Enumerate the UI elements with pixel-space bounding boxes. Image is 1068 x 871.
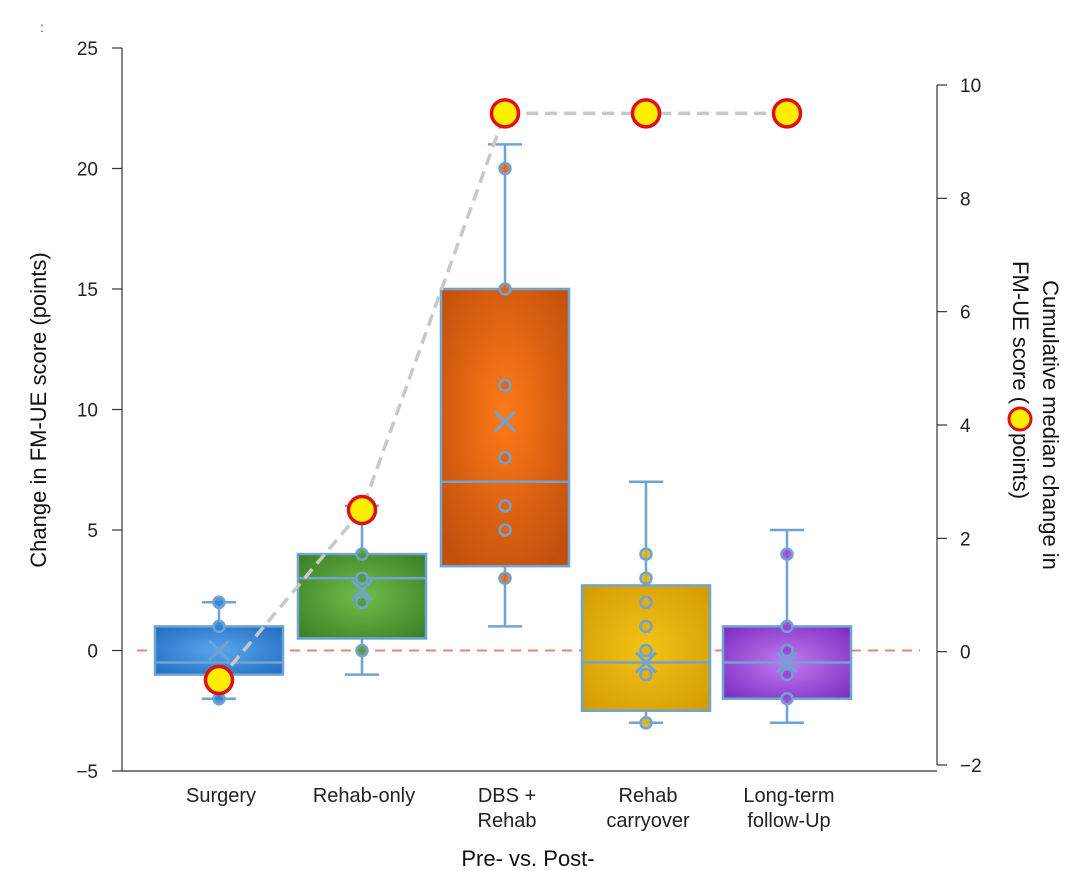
- data-point: [639, 643, 653, 658]
- box-5: [721, 528, 853, 725]
- data-point: [639, 667, 653, 682]
- y-axis-right-title-line2-end: points): [1008, 433, 1033, 499]
- left-tick-label: −5: [76, 762, 98, 783]
- data-point: [498, 378, 512, 393]
- left-tick-label: 25: [77, 39, 98, 60]
- data-point: [780, 619, 794, 634]
- data-point: [355, 547, 369, 561]
- cumulative-median-point: [489, 98, 521, 129]
- data-point: [498, 450, 512, 465]
- data-point: [355, 643, 369, 658]
- left-tick-label: 5: [87, 521, 98, 542]
- data-point: [498, 161, 512, 176]
- box-3: [439, 143, 571, 628]
- cumulative-median-point: [630, 98, 662, 129]
- data-point: [780, 643, 794, 658]
- right-tick-label: 2: [960, 529, 971, 550]
- x-axis-title: Pre- vs. Post-: [461, 846, 594, 871]
- data-point: [639, 547, 653, 561]
- data-point: [212, 619, 226, 634]
- y-axis-right-title-line2-start: FM-UE score (: [1008, 261, 1033, 405]
- mean-marker-stroke: [775, 651, 799, 674]
- box-4: [580, 480, 712, 730]
- category-labels: Surgery Rehab-only DBS + Rehab Rehab carryove…: [186, 785, 835, 832]
- right-tick-label: 6: [960, 303, 971, 324]
- cumulative-median-series: [203, 98, 803, 696]
- cumulative-median-point: [771, 98, 803, 129]
- right-tick-label: 0: [960, 643, 971, 664]
- category-label-line1: DBS +: [478, 785, 536, 807]
- left-tick-label: 0: [87, 642, 98, 663]
- left-tick-label: 10: [77, 401, 98, 422]
- data-point: [639, 571, 653, 585]
- category-label-line2: carryover: [606, 810, 690, 832]
- box-iqr: [439, 287, 571, 568]
- data-point: [498, 571, 512, 585]
- left-axis-ticks: −5 0 5 10 15 20 25: [76, 39, 122, 783]
- box-2: [296, 499, 428, 676]
- cumulative-median-point: [346, 494, 378, 526]
- data-point: [355, 595, 369, 610]
- right-tick-label: 4: [960, 416, 971, 437]
- data-point: [780, 691, 794, 706]
- left-tick-label: 15: [77, 280, 98, 301]
- data-point: [498, 523, 512, 537]
- data-point: [498, 282, 512, 296]
- category-label-line1: Rehab-only: [313, 785, 415, 807]
- category-label-line2: follow-Up: [747, 810, 830, 832]
- data-point: [639, 595, 653, 610]
- right-tick-label: −2: [960, 756, 982, 777]
- category-label-line1: Surgery: [186, 785, 256, 807]
- box-series: [153, 143, 853, 730]
- category-label-line1: Long-term: [743, 785, 834, 807]
- data-point: [780, 547, 794, 561]
- mean-marker-stroke: [493, 410, 517, 433]
- right-tick-label: 8: [960, 189, 971, 210]
- y-axis-right-title: Cumulative median change in FM-UE score …: [1007, 261, 1063, 570]
- mean-marker-stroke: [634, 651, 658, 674]
- legend-marker-icon: [1007, 406, 1033, 432]
- right-axis-ticks: −2 0 2 4 6 8 10: [937, 76, 982, 777]
- y-axis-left-title: Change in FM-UE score (points): [26, 252, 51, 567]
- mean-marker-stroke: [207, 639, 231, 662]
- left-tick-label: 20: [77, 160, 98, 181]
- cumulative-median-point: [203, 664, 235, 696]
- category-label-line1: Rehab: [619, 785, 678, 807]
- data-point: [355, 571, 369, 585]
- data-point: [498, 499, 512, 513]
- y-axis-right-title-line1: Cumulative median change in: [1038, 280, 1063, 570]
- right-tick-label: 10: [960, 76, 981, 97]
- corner-mark: :: [40, 19, 44, 35]
- data-point: [639, 716, 653, 730]
- data-point: [212, 595, 226, 610]
- data-point: [639, 619, 653, 634]
- mean-marker-stroke: [350, 579, 374, 602]
- data-point: [780, 667, 794, 682]
- category-label-line2: Rehab: [478, 810, 537, 832]
